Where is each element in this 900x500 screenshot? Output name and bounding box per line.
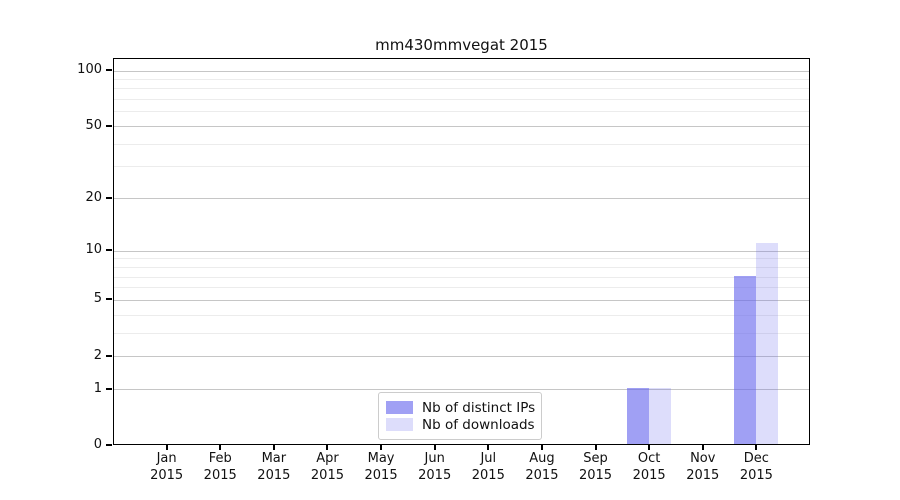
minor-gridline [114,88,809,90]
y-tick-label: 1 [93,380,102,396]
y-tick-label: 0 [93,437,102,452]
y-tick-label: 50 [85,117,102,133]
major-gridline [114,299,809,301]
x-tick-label: Sep 2015 [578,451,613,483]
x-tick-mark [487,445,490,450]
x-tick-label: Jun 2015 [418,451,452,483]
minor-gridline [114,78,809,80]
minor-gridline [114,332,809,334]
x-tick-mark [701,445,704,450]
x-tick-mark [326,445,329,450]
major-gridline [114,356,809,358]
x-tick-label: Jan 2015 [150,451,184,483]
minor-gridline [114,143,809,145]
x-tick-label: Dec 2015 [739,451,773,483]
x-tick-label: Apr 2015 [310,451,344,483]
minor-gridline [114,166,809,168]
minor-gridline [114,314,809,316]
x-tick-mark [380,445,383,450]
x-tick-mark [648,445,651,450]
y-tick-mark [106,298,112,301]
x-tick-label: Nov 2015 [686,451,720,483]
plot-area [113,58,810,445]
x-tick-label: May 2015 [364,451,398,483]
minor-gridline [114,287,809,289]
x-tick-label: Mar 2015 [257,451,291,483]
legend: Nb of distinct IPs Nb of downloads [378,392,542,440]
legend-item-distinct-ips: Nb of distinct IPs [386,399,536,416]
y-tick-mark [106,444,112,446]
legend-item-downloads: Nb of downloads [386,416,535,433]
minor-gridline [114,276,809,278]
y-tick-mark [106,249,112,252]
x-tick-mark [755,445,758,450]
bar-nb-of-distinct-ips [733,275,756,445]
x-tick-label: Aug 2015 [525,451,559,483]
minor-gridline [114,258,809,260]
major-gridline [114,70,809,72]
major-gridline [114,198,809,200]
y-tick-mark [106,196,112,199]
x-tick-mark [165,445,168,450]
y-tick-mark [106,354,112,357]
x-tick-mark [219,445,222,450]
y-tick-label: 10 [85,242,102,258]
x-tick-mark [433,445,436,450]
legend-label-distinct-ips: Nb of distinct IPs [422,399,536,416]
y-tick-label: 20 [85,189,102,205]
y-tick-label: 100 [77,62,102,77]
y-tick-label: 2 [93,347,102,363]
x-tick-label: Oct 2015 [632,451,666,483]
legend-swatch-distinct-ips [386,401,413,414]
x-tick-mark [540,445,543,450]
minor-gridline [114,111,809,113]
bar-nb-of-downloads [755,242,778,445]
minor-gridline [114,266,809,268]
legend-swatch-downloads [386,418,413,431]
chart-title: mm430mmvegat 2015 [375,36,548,54]
bar-nb-of-downloads [648,388,671,445]
x-tick-mark [594,445,597,450]
major-gridline [114,126,809,128]
legend-label-downloads: Nb of downloads [422,416,535,433]
bar-nb-of-distinct-ips [626,388,649,445]
y-tick-mark [106,387,112,390]
x-tick-label: Jul 2015 [471,451,505,483]
y-tick-mark [106,124,112,127]
y-tick-mark [106,69,112,71]
x-tick-mark [272,445,275,450]
y-tick-label: 5 [93,291,102,307]
minor-gridline [114,99,809,101]
x-tick-label: Feb 2015 [203,451,237,483]
major-gridline [114,389,809,391]
major-gridline [114,250,809,252]
